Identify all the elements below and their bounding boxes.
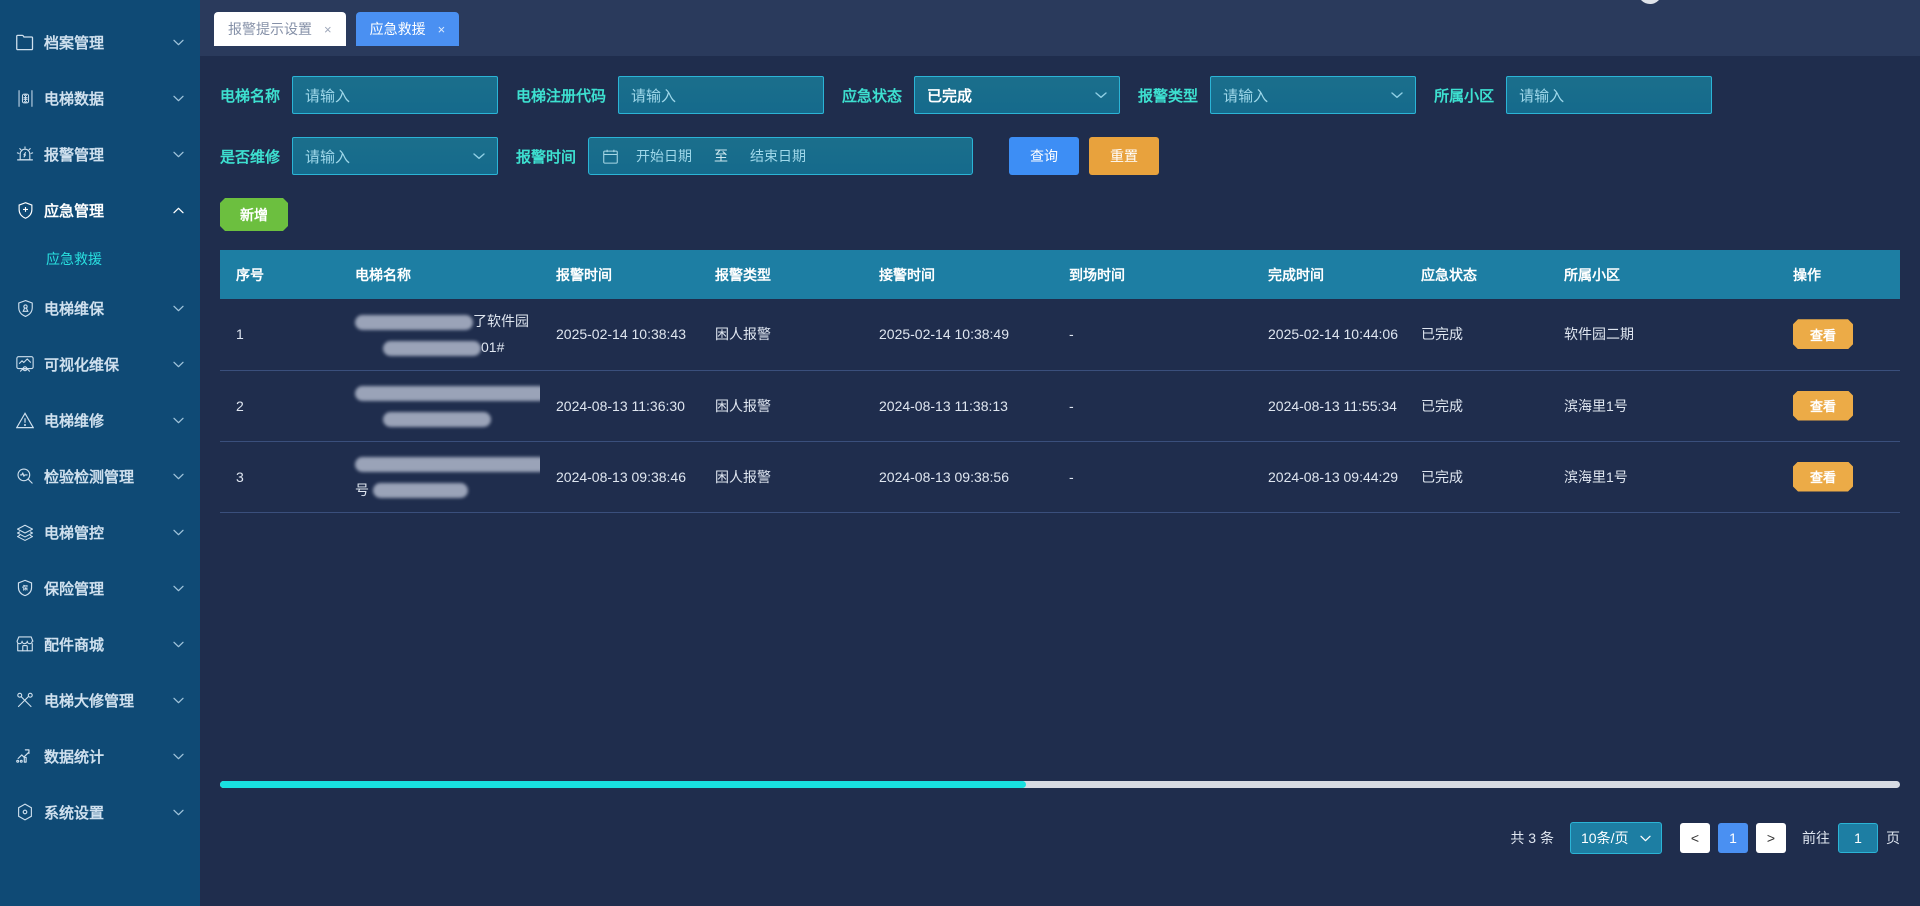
svg-text:保: 保 <box>21 584 28 592</box>
